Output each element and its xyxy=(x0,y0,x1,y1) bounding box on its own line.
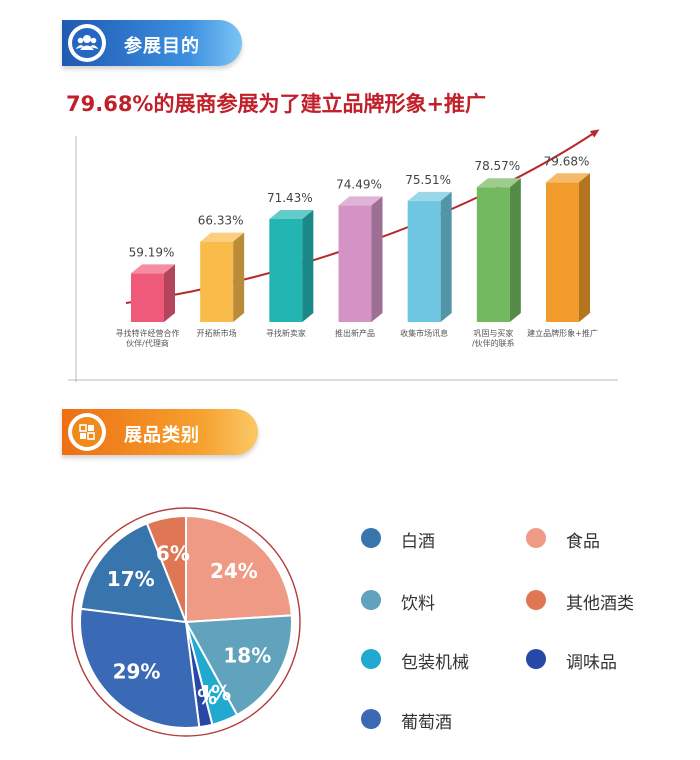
bar-side xyxy=(164,264,175,322)
bar xyxy=(407,191,452,322)
bar-top xyxy=(131,264,175,274)
bar-top xyxy=(476,178,521,188)
pie-chart: 24%18%4%2%29%17%6% xyxy=(71,507,301,737)
bar xyxy=(338,196,383,322)
bar-front xyxy=(546,182,579,322)
legend-label: 食品 xyxy=(566,532,600,552)
pie-slice xyxy=(184,614,293,717)
bar-front xyxy=(269,218,303,322)
pie-slice-label: 24% xyxy=(210,559,258,583)
pie-slice-label: 18% xyxy=(223,644,271,668)
bar-value-label: 74.49% xyxy=(336,177,382,191)
bar-top xyxy=(269,209,314,219)
section-title-purpose: 参展目的 xyxy=(124,36,200,57)
pie-slice xyxy=(145,514,187,623)
bar-side xyxy=(509,178,521,322)
legend-swatch xyxy=(361,709,381,729)
bar xyxy=(476,178,521,322)
bar-chart: 59.19% 寻找特许经营合作伙伴/代理商 66.33% 开拓新市场 71.43% 寻找新… xyxy=(68,129,618,382)
legend-label: 其他酒类 xyxy=(566,594,634,614)
bar-side xyxy=(440,191,452,322)
legend-swatch xyxy=(526,649,546,669)
bar-side xyxy=(579,173,590,322)
section-header-categories: 展品类别 xyxy=(62,409,258,455)
bar xyxy=(269,209,314,322)
bar-value-label: 59.19% xyxy=(129,245,175,259)
bar-axes xyxy=(68,136,618,382)
bar-category-label: 收集市场讯息 xyxy=(400,328,448,338)
pie-slice-label: 17% xyxy=(107,567,155,591)
headline: 79.68%的展商参展为了建立品牌形象+推广 xyxy=(66,92,487,116)
section-title-categories: 展品类别 xyxy=(124,425,200,446)
bar-front xyxy=(200,241,234,322)
legend-swatch xyxy=(361,590,381,610)
bar-front xyxy=(476,187,510,322)
legend-label: 葡萄酒 xyxy=(401,713,452,733)
grid-squares-icon xyxy=(68,413,106,451)
bar-top xyxy=(338,196,383,206)
bar-top xyxy=(546,173,590,183)
bar-side xyxy=(371,196,383,322)
bars-group: 59.19% 寻找特许经营合作伙伴/代理商 66.33% 开拓新市场 71.43% 寻找新… xyxy=(116,154,598,348)
bar-category-label: 寻找新卖家 xyxy=(266,328,306,338)
section-header-purpose: 参展目的 xyxy=(62,20,242,66)
bar-category-label: 开拓新市场 xyxy=(197,328,237,338)
bar-value-label: 75.51% xyxy=(405,173,451,187)
bar-value-label: 71.43% xyxy=(267,191,313,205)
bar-category-label: 寻找特许经营合作伙伴/代理商 xyxy=(116,328,180,348)
legend-swatch xyxy=(526,528,546,548)
bar-top xyxy=(200,232,245,242)
bar-side xyxy=(233,232,245,322)
legend-swatch xyxy=(361,528,381,548)
bar-front xyxy=(407,200,441,322)
legend-label: 白酒 xyxy=(401,532,435,552)
bar-category-label: 巩固与买家/伙伴的联系 xyxy=(472,328,515,348)
legend-label: 包装机械 xyxy=(401,653,469,673)
pie-slice xyxy=(79,522,188,624)
legend-label: 调味品 xyxy=(566,653,617,673)
bar-value-label: 78.57% xyxy=(474,159,520,173)
bar-value-label: 79.68% xyxy=(544,154,590,168)
pie-slice-label: 6% xyxy=(156,541,190,565)
legend-swatch xyxy=(526,590,546,610)
bar-category-label: 建立品牌形象+推广 xyxy=(527,328,598,338)
bar-value-label: 66.33% xyxy=(198,214,244,228)
bar xyxy=(546,173,590,322)
bar-side xyxy=(302,209,314,322)
pie-slice-label: 29% xyxy=(113,659,161,683)
bar-front xyxy=(131,273,164,322)
bar-top xyxy=(407,191,452,201)
bar xyxy=(200,232,245,322)
people-group-icon xyxy=(68,24,106,62)
pie-slice xyxy=(185,514,293,624)
bar-category-label: 推出新产品 xyxy=(335,328,375,338)
bar xyxy=(131,264,175,322)
bar-front xyxy=(338,205,372,322)
pie-slice xyxy=(79,607,201,729)
legend-swatch xyxy=(361,649,381,669)
legend-label: 饮料 xyxy=(401,594,435,614)
